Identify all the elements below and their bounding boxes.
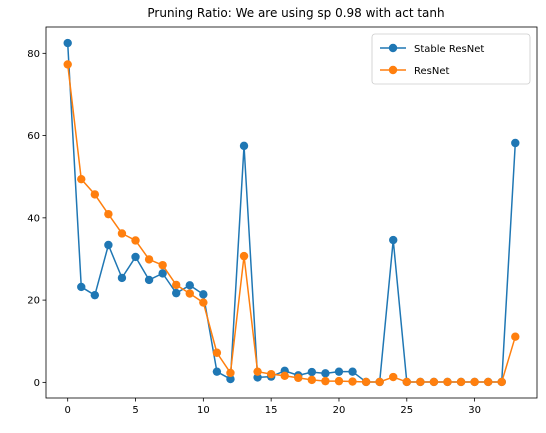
data-point xyxy=(483,377,493,387)
legend-box xyxy=(371,33,531,85)
x-tick-label: 10 xyxy=(197,405,210,416)
data-point xyxy=(77,282,86,292)
data-point xyxy=(117,273,127,283)
data-point xyxy=(361,377,371,387)
y-tick-label: 20 xyxy=(27,296,40,307)
data-point xyxy=(456,377,466,387)
y-tick-label: 40 xyxy=(27,213,40,224)
legend-marker xyxy=(388,65,398,75)
series-layer xyxy=(63,38,520,387)
x-tick-label: 30 xyxy=(468,405,481,416)
plot-frame xyxy=(45,26,538,399)
data-point xyxy=(63,38,72,48)
data-point xyxy=(307,375,317,385)
x-tick-label: 25 xyxy=(400,405,413,416)
data-point xyxy=(131,236,140,245)
data-point xyxy=(253,367,262,376)
data-point xyxy=(348,367,357,376)
x-tick-label: 15 xyxy=(265,405,278,416)
data-point xyxy=(239,141,249,151)
y-tick-label: 0 xyxy=(34,378,40,389)
data-point xyxy=(226,368,235,378)
legend: Stable ResNet ResNet xyxy=(371,33,531,85)
data-point xyxy=(334,367,344,376)
data-point xyxy=(131,252,140,262)
data-point xyxy=(144,255,154,264)
legend-label: Stable ResNet xyxy=(414,44,484,55)
data-point xyxy=(90,290,100,300)
y-tick-label: 60 xyxy=(27,131,40,142)
chart-title: Pruning Ratio: We are using sp 0.98 with… xyxy=(147,6,444,20)
data-point xyxy=(497,377,506,387)
legend-marker xyxy=(388,43,398,53)
data-point xyxy=(280,371,289,380)
data-point xyxy=(226,374,235,384)
data-point xyxy=(389,235,398,245)
axes: 0 5 10 15 20 25 30 0 20 40 60 80 xyxy=(27,26,538,416)
legend-label: ResNet xyxy=(414,66,449,77)
series-resnet xyxy=(63,60,520,387)
series-stable-resnet xyxy=(63,38,520,387)
data-point xyxy=(90,190,100,199)
data-point xyxy=(104,240,113,250)
data-point xyxy=(172,288,181,298)
series-line xyxy=(66,42,517,383)
data-point xyxy=(117,229,127,238)
data-point xyxy=(307,367,317,377)
data-point xyxy=(402,377,411,387)
data-point xyxy=(239,251,249,261)
x-tick-label: 20 xyxy=(333,405,346,416)
data-point xyxy=(429,377,439,387)
data-point xyxy=(199,298,208,307)
data-point xyxy=(158,269,167,278)
data-point xyxy=(348,377,357,386)
data-point xyxy=(321,376,330,386)
data-point xyxy=(63,60,72,69)
x-tick-label: 0 xyxy=(65,405,71,416)
data-point xyxy=(199,290,208,299)
data-point xyxy=(158,260,167,270)
series-line xyxy=(66,64,517,383)
data-point xyxy=(511,138,520,148)
data-point xyxy=(321,369,330,378)
y-tick-label: 80 xyxy=(27,49,40,60)
data-point xyxy=(334,376,344,386)
data-point xyxy=(212,367,222,376)
data-point xyxy=(172,280,181,290)
data-point xyxy=(144,275,154,285)
data-point xyxy=(253,373,262,382)
data-point xyxy=(294,373,303,383)
data-point xyxy=(77,174,86,184)
data-point xyxy=(185,289,194,298)
data-point xyxy=(470,377,479,387)
x-tick-label: 5 xyxy=(132,405,138,416)
data-point xyxy=(104,209,113,219)
data-point xyxy=(266,369,276,379)
data-point xyxy=(212,348,222,357)
data-point xyxy=(511,332,520,341)
data-point xyxy=(443,377,452,387)
data-point xyxy=(185,281,194,290)
data-point xyxy=(389,372,398,382)
data-point xyxy=(375,377,384,387)
data-point xyxy=(416,377,425,387)
